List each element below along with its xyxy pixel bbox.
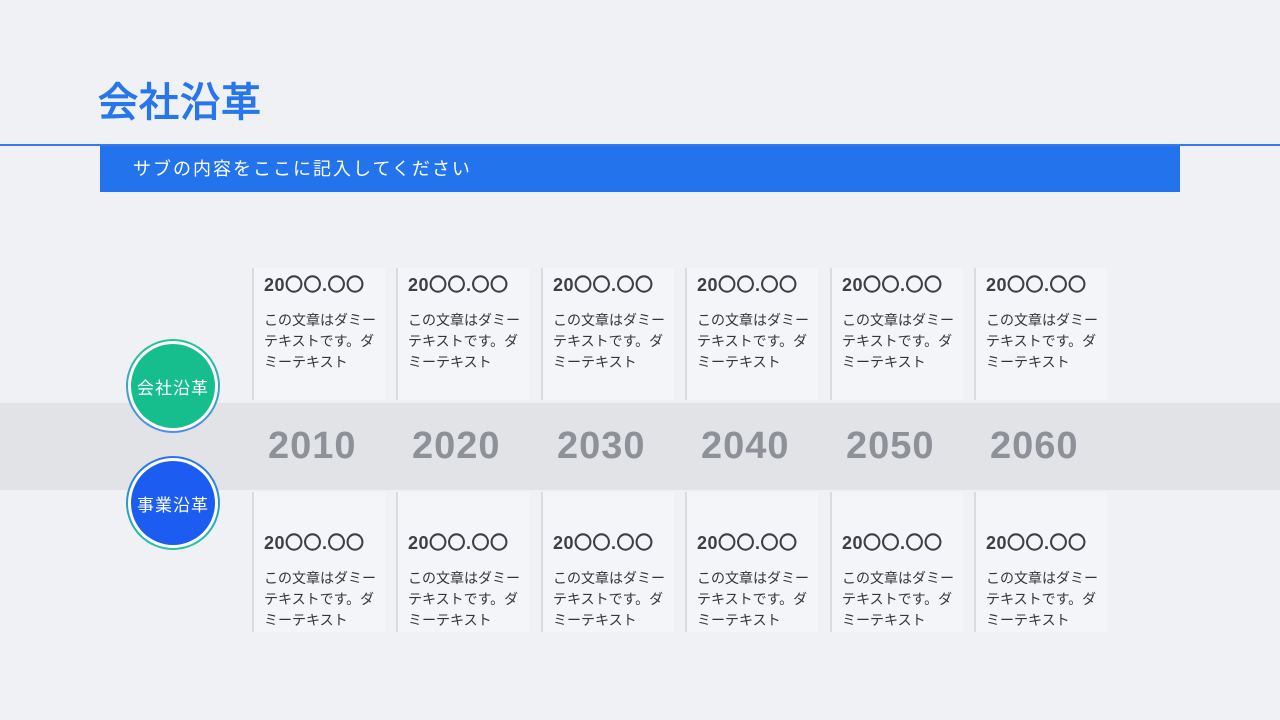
timeline-entry: 20〇〇.〇〇 この文章はダミーテキストです。ダミーテキスト [685, 492, 818, 632]
entry-date: 20〇〇.〇〇 [264, 275, 365, 295]
year-label-2040: 2040 [701, 425, 790, 467]
year-label-2020: 2020 [412, 425, 501, 467]
entry-text: この文章はダミーテキストです。ダミーテキスト [553, 312, 665, 370]
timeline-entry: 20〇〇.〇〇 この文章はダミーテキストです。ダミーテキスト [396, 268, 529, 400]
year-label-2050: 2050 [846, 425, 935, 467]
entry-date: 20〇〇.〇〇 [986, 275, 1087, 295]
company-history-badge: 会社沿革 [126, 339, 220, 433]
entry-text: この文章はダミーテキストです。ダミーテキスト [697, 570, 809, 628]
entry-date: 20〇〇.〇〇 [264, 533, 365, 553]
entry-date: 20〇〇.〇〇 [697, 275, 798, 295]
entry-date: 20〇〇.〇〇 [553, 533, 654, 553]
year-label-2030: 2030 [557, 425, 646, 467]
business-history-badge: 事業沿革 [126, 456, 220, 550]
entry-text: この文章はダミーテキストです。ダミーテキスト [264, 312, 376, 370]
timeline-entry: 20〇〇.〇〇 この文章はダミーテキストです。ダミーテキスト [974, 268, 1107, 400]
entry-text: この文章はダミーテキストです。ダミーテキスト [842, 570, 954, 628]
title-divider [0, 144, 1280, 146]
timeline-entry: 20〇〇.〇〇 この文章はダミーテキストです。ダミーテキスト [830, 268, 963, 400]
timeline-entry: 20〇〇.〇〇 この文章はダミーテキストです。ダミーテキスト [685, 268, 818, 400]
entry-date: 20〇〇.〇〇 [553, 275, 654, 295]
badge-label: 事業沿革 [131, 461, 215, 545]
entry-text: この文章はダミーテキストです。ダミーテキスト [264, 570, 376, 628]
timeline-band [0, 403, 1280, 490]
year-label-2010: 2010 [268, 425, 357, 467]
entry-date: 20〇〇.〇〇 [408, 275, 509, 295]
entry-text: この文章はダミーテキストです。ダミーテキスト [408, 312, 520, 370]
entry-text: この文章はダミーテキストです。ダミーテキスト [553, 570, 665, 628]
timeline-entry: 20〇〇.〇〇 この文章はダミーテキストです。ダミーテキスト [252, 268, 385, 400]
entry-date: 20〇〇.〇〇 [408, 533, 509, 553]
timeline-entry: 20〇〇.〇〇 この文章はダミーテキストです。ダミーテキスト [252, 492, 385, 632]
subtitle-text: サブの内容をここに記入してください [133, 159, 472, 179]
subtitle-banner: サブの内容をここに記入してください [100, 146, 1180, 192]
entry-date: 20〇〇.〇〇 [697, 533, 798, 553]
timeline-entry: 20〇〇.〇〇 この文章はダミーテキストです。ダミーテキスト [974, 492, 1107, 632]
timeline-entry: 20〇〇.〇〇 この文章はダミーテキストです。ダミーテキスト [830, 492, 963, 632]
timeline-entry: 20〇〇.〇〇 この文章はダミーテキストです。ダミーテキスト [541, 492, 674, 632]
entry-text: この文章はダミーテキストです。ダミーテキスト [986, 570, 1098, 628]
entry-text: この文章はダミーテキストです。ダミーテキスト [408, 570, 520, 628]
year-label-2060: 2060 [990, 425, 1079, 467]
timeline-entry: 20〇〇.〇〇 この文章はダミーテキストです。ダミーテキスト [541, 268, 674, 400]
entry-text: この文章はダミーテキストです。ダミーテキスト [697, 312, 809, 370]
entry-text: この文章はダミーテキストです。ダミーテキスト [842, 312, 954, 370]
timeline-entry: 20〇〇.〇〇 この文章はダミーテキストです。ダミーテキスト [396, 492, 529, 632]
entry-date: 20〇〇.〇〇 [842, 533, 943, 553]
entry-text: この文章はダミーテキストです。ダミーテキスト [986, 312, 1098, 370]
page-title: 会社沿革 [98, 81, 262, 125]
badge-ring: 事業沿革 [128, 458, 218, 548]
entry-date: 20〇〇.〇〇 [842, 275, 943, 295]
badge-label: 会社沿革 [131, 344, 215, 428]
badge-ring: 会社沿革 [128, 341, 218, 431]
entry-date: 20〇〇.〇〇 [986, 533, 1087, 553]
